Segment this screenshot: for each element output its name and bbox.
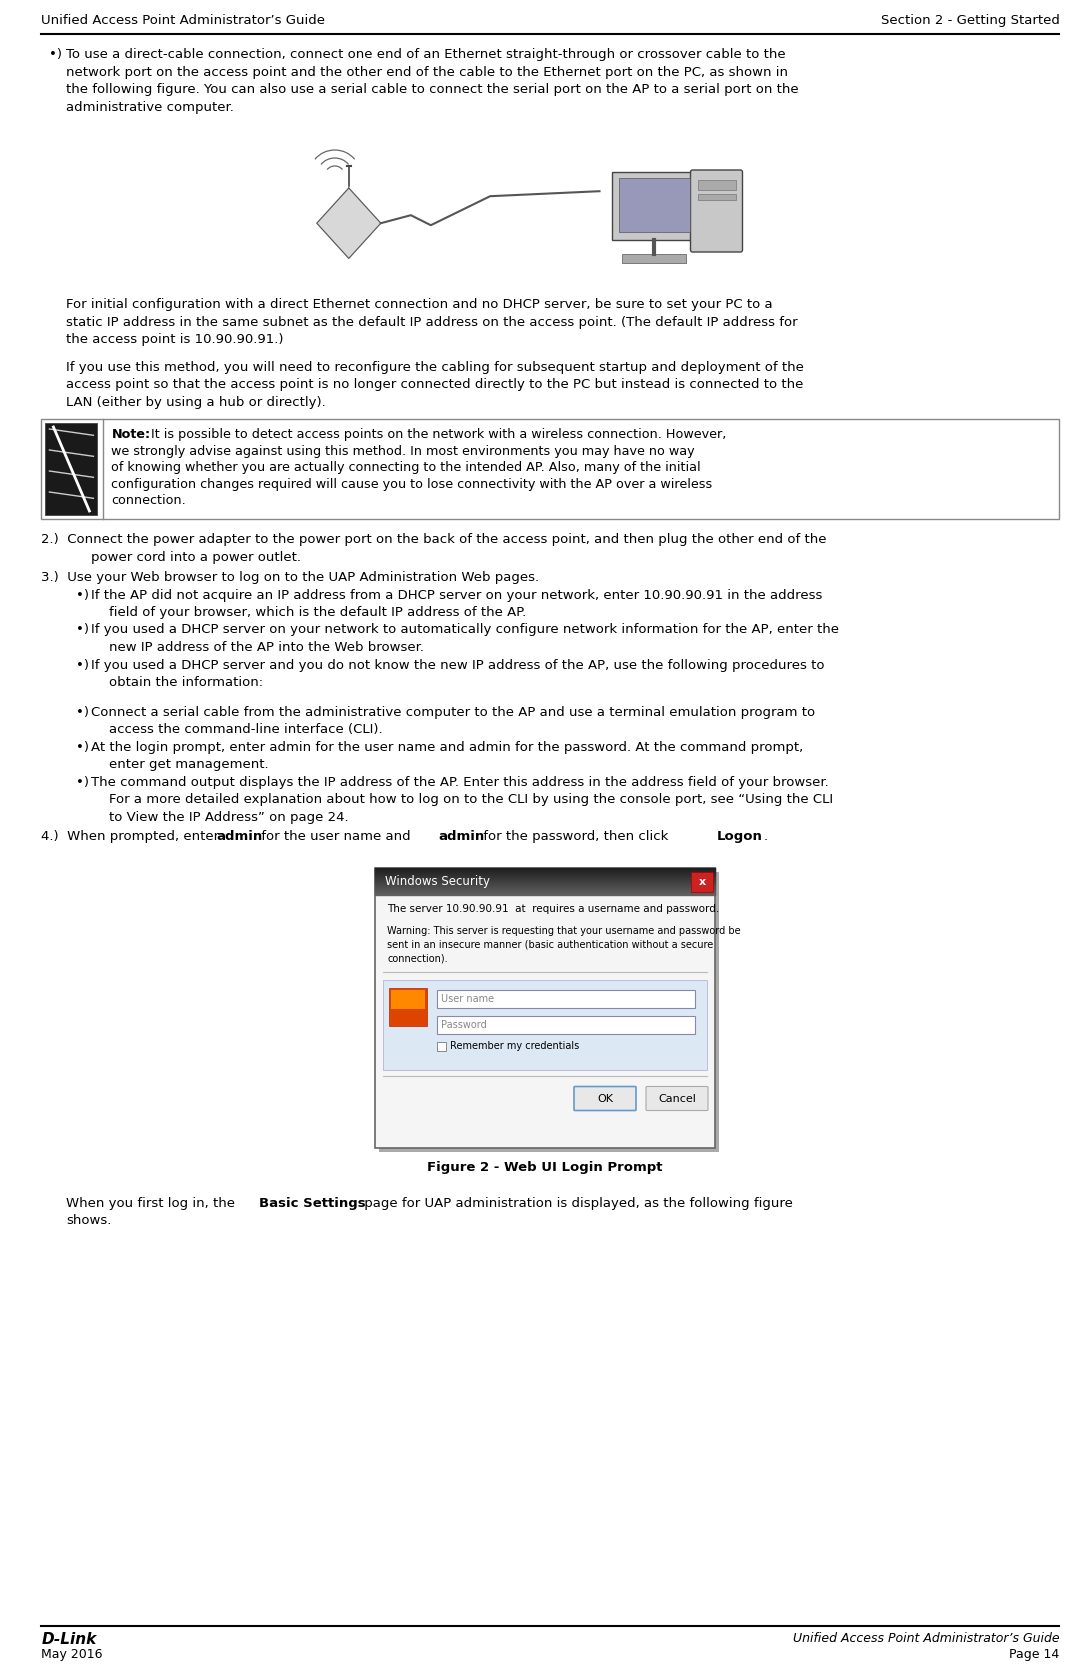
Text: Unified Access Point Administrator’s Guide: Unified Access Point Administrator’s Gui… <box>41 13 326 27</box>
Text: configuration changes required will cause you to lose connectivity with the AP o: configuration changes required will caus… <box>111 477 713 490</box>
Text: Warning: This server is requesting that your username and password be: Warning: This server is requesting that … <box>387 926 740 936</box>
Bar <box>46 424 97 515</box>
Text: •): •) <box>76 659 89 672</box>
Text: If you used a DHCP server and you do not know the new IP address of the AP, use : If you used a DHCP server and you do not… <box>92 659 825 672</box>
Bar <box>698 180 736 190</box>
Text: 3.)  Use your Web browser to log on to the UAP Administration Web pages.: 3.) Use your Web browser to log on to th… <box>41 570 540 584</box>
Bar <box>375 867 715 896</box>
Text: we strongly advise against using this method. In most environments you may have : we strongly advise against using this me… <box>111 444 695 457</box>
Bar <box>389 987 427 1026</box>
Bar <box>618 178 690 232</box>
Text: At the login prompt, enter admin for the user name and admin for the password. A: At the login prompt, enter admin for the… <box>92 741 803 754</box>
Text: access point so that the access point is no longer connected directly to the PC : access point so that the access point is… <box>66 379 803 390</box>
Text: sent in an insecure manner (basic authentication without a secure: sent in an insecure manner (basic authen… <box>387 939 713 949</box>
Text: 4.)  When prompted, enter: 4.) When prompted, enter <box>41 831 223 842</box>
FancyBboxPatch shape <box>690 170 742 252</box>
Text: For initial configuration with a direct Ethernet connection and no DHCP server, : For initial configuration with a direct … <box>66 299 773 310</box>
Text: If you use this method, you will need to reconfigure the cabling for subsequent : If you use this method, you will need to… <box>66 360 804 374</box>
Text: field of your browser, which is the default IP address of the AP.: field of your browser, which is the defa… <box>109 605 526 619</box>
Text: enter get management.: enter get management. <box>109 757 269 771</box>
Bar <box>698 193 736 200</box>
Text: power cord into a power outlet.: power cord into a power outlet. <box>92 550 302 564</box>
Bar <box>375 867 715 1148</box>
FancyBboxPatch shape <box>574 1086 635 1111</box>
Text: When you first log in, the: When you first log in, the <box>66 1198 240 1209</box>
Text: Connect a serial cable from the administrative computer to the AP and use a term: Connect a serial cable from the administ… <box>92 706 815 719</box>
Text: Windows Security: Windows Security <box>385 876 490 887</box>
Text: Page 14: Page 14 <box>1009 1648 1059 1661</box>
Text: 2.)  Connect the power adapter to the power port on the back of the access point: 2.) Connect the power adapter to the pow… <box>41 534 827 545</box>
Text: static IP address in the same subnet as the default IP address on the access poi: static IP address in the same subnet as … <box>66 315 798 329</box>
Text: LAN (either by using a hub or directly).: LAN (either by using a hub or directly). <box>66 395 326 409</box>
Polygon shape <box>317 188 380 259</box>
Text: Remember my credentials: Remember my credentials <box>450 1041 579 1051</box>
Text: OK: OK <box>597 1094 613 1104</box>
Text: •): •) <box>76 589 89 602</box>
Text: Password: Password <box>441 1019 487 1029</box>
Bar <box>41 419 1059 519</box>
Text: •): •) <box>76 776 89 789</box>
Text: The server 10.90.90.91  at  requires a username and password.: The server 10.90.90.91 at requires a use… <box>387 904 719 914</box>
Text: Logon: Logon <box>716 831 762 842</box>
Bar <box>611 172 697 240</box>
Text: administrative computer.: administrative computer. <box>66 100 234 113</box>
Text: connection.: connection. <box>111 494 186 507</box>
Text: Figure 2 - Web UI Login Prompt: Figure 2 - Web UI Login Prompt <box>427 1161 663 1174</box>
Bar <box>437 989 695 1007</box>
Text: Basic Settings: Basic Settings <box>259 1198 366 1209</box>
Bar <box>437 1041 446 1051</box>
Text: Unified Access Point Administrator’s Guide: Unified Access Point Administrator’s Gui… <box>792 1631 1059 1645</box>
Text: .: . <box>763 831 767 842</box>
Text: obtain the information:: obtain the information: <box>109 676 264 689</box>
Text: Note:: Note: <box>111 429 150 440</box>
Text: It is possible to detect access points on the network with a wireless connection: It is possible to detect access points o… <box>147 429 727 440</box>
Text: access the command-line interface (CLI).: access the command-line interface (CLI). <box>109 722 383 736</box>
Bar <box>383 979 707 1069</box>
Bar <box>437 1016 695 1034</box>
Text: To use a direct-cable connection, connect one end of an Ethernet straight-throug: To use a direct-cable connection, connec… <box>66 48 786 62</box>
Text: For a more detailed explanation about how to log on to the CLI by using the cons: For a more detailed explanation about ho… <box>109 792 834 806</box>
Bar <box>391 989 425 1009</box>
Bar <box>622 254 686 264</box>
Text: for the password, then click: for the password, then click <box>480 831 673 842</box>
Text: Cancel: Cancel <box>658 1094 695 1104</box>
FancyBboxPatch shape <box>646 1086 708 1111</box>
Text: Section 2 - Getting Started: Section 2 - Getting Started <box>881 13 1059 27</box>
Text: •): •) <box>49 48 62 62</box>
Text: User name: User name <box>441 994 494 1004</box>
Text: If you used a DHCP server on your network to automatically configure network inf: If you used a DHCP server on your networ… <box>92 624 839 637</box>
Text: to View the IP Address” on page 24.: to View the IP Address” on page 24. <box>109 811 349 824</box>
Text: The command output displays the IP address of the AP. Enter this address in the : The command output displays the IP addre… <box>92 776 829 789</box>
Text: network port on the access point and the other end of the cable to the Ethernet : network port on the access point and the… <box>66 65 788 78</box>
Text: admin: admin <box>217 831 263 842</box>
Text: page for UAP administration is displayed, as the following figure: page for UAP administration is displayed… <box>361 1198 794 1209</box>
Text: •): •) <box>76 741 89 754</box>
Text: •): •) <box>76 706 89 719</box>
Text: the access point is 10.90.90.91.): the access point is 10.90.90.91.) <box>66 334 283 345</box>
Text: D-Link: D-Link <box>41 1631 97 1646</box>
Text: for the user name and: for the user name and <box>257 831 415 842</box>
Bar <box>691 871 713 891</box>
Bar <box>379 871 719 1151</box>
Text: shows.: shows. <box>66 1214 112 1228</box>
Text: •): •) <box>76 624 89 637</box>
Text: new IP address of the AP into the Web browser.: new IP address of the AP into the Web br… <box>109 641 424 654</box>
Text: May 2016: May 2016 <box>41 1648 102 1661</box>
Text: x: x <box>699 876 705 886</box>
Text: the following figure. You can also use a serial cable to connect the serial port: the following figure. You can also use a… <box>66 83 799 97</box>
Text: of knowing whether you are actually connecting to the intended AP. Also, many of: of knowing whether you are actually conn… <box>111 460 701 474</box>
Text: admin: admin <box>438 831 485 842</box>
Text: If the AP did not acquire an IP address from a DHCP server on your network, ente: If the AP did not acquire an IP address … <box>92 589 823 602</box>
Text: connection).: connection). <box>387 954 448 964</box>
